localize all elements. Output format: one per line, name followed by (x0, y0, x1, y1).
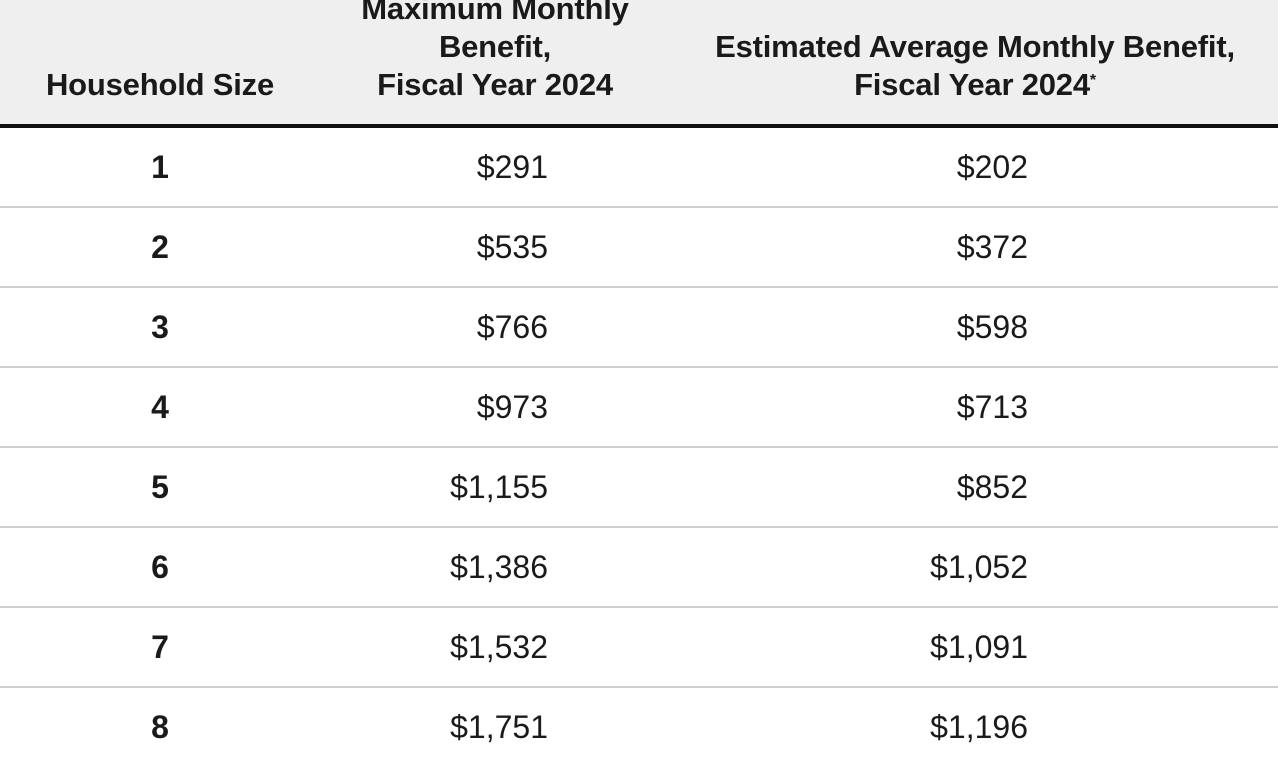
max-benefit-cell: $766 (476, 309, 548, 345)
table-row: 3 $766 $598 (0, 288, 1278, 368)
household-size-cell: 2 (151, 229, 169, 265)
avg-benefit-cell: $1,196 (930, 709, 1028, 745)
table-row: 5 $1,155 $852 (0, 448, 1278, 528)
table-row: 4 $973 $713 (0, 368, 1278, 448)
household-size-cell: 6 (151, 549, 169, 585)
table-body: 1 $291 $202 2 $535 $372 3 $766 $598 4 $973 $713 5 $1,… (0, 128, 1278, 760)
header-max-benefit: Maximum Monthly Benefit, Fiscal Year 202… (340, 0, 650, 104)
header-household-size-text: Household Size (45, 67, 274, 102)
household-size-cell: 3 (151, 309, 169, 345)
household-size-cell: 4 (151, 389, 169, 425)
max-benefit-cell: $1,386 (450, 549, 548, 585)
household-size-cell: 8 (151, 709, 169, 745)
max-benefit-cell: $535 (476, 229, 548, 265)
table-row: 2 $535 $372 (0, 208, 1278, 288)
household-size-cell: 5 (151, 469, 169, 505)
max-benefit-cell: $973 (476, 389, 548, 425)
header-household-size: Household Size (20, 66, 300, 104)
header-avg-benefit-text: Fiscal Year 2024 (854, 67, 1090, 102)
max-benefit-cell: $1,751 (450, 709, 548, 745)
table-header: Household Size Maximum Monthly Benefit, … (0, 0, 1278, 128)
avg-benefit-cell: $713 (956, 389, 1028, 425)
avg-benefit-cell: $598 (956, 309, 1028, 345)
avg-benefit-cell: $202 (956, 149, 1028, 185)
household-size-cell: 1 (151, 149, 169, 185)
header-avg-benefit: Estimated Average Monthly Benefit, Fisca… (680, 28, 1270, 104)
table-row: 6 $1,386 $1,052 (0, 528, 1278, 608)
avg-benefit-cell: $372 (956, 229, 1028, 265)
max-benefit-cell: $1,532 (450, 629, 548, 665)
header-max-benefit-line: Benefit, (438, 29, 552, 64)
header-max-benefit-line: Fiscal Year 2024 (377, 67, 613, 102)
max-benefit-cell: $291 (476, 149, 548, 185)
max-benefit-cell: $1,155 (450, 469, 548, 505)
table-row: 8 $1,751 $1,196 (0, 688, 1278, 760)
header-avg-benefit-line: Estimated Average Monthly Benefit, (715, 29, 1235, 64)
household-size-cell: 7 (151, 629, 169, 665)
table-row: 7 $1,532 $1,091 (0, 608, 1278, 688)
header-max-benefit-line: Maximum Monthly (361, 0, 629, 26)
table-row: 1 $291 $202 (0, 128, 1278, 208)
avg-benefit-cell: $1,091 (930, 629, 1028, 665)
footnote-mark: * (1089, 72, 1096, 89)
avg-benefit-cell: $1,052 (930, 549, 1028, 585)
header-avg-benefit-line-2: Fiscal Year 2024* (680, 66, 1270, 104)
avg-benefit-cell: $852 (956, 469, 1028, 505)
